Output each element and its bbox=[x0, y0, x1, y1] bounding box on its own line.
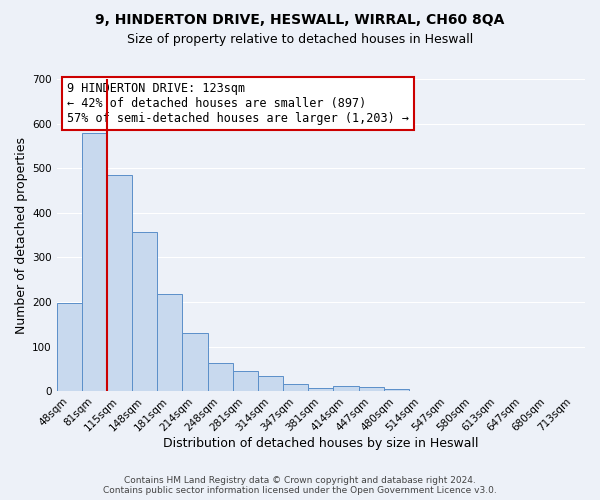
Bar bbox=[359, 386, 384, 391]
Bar bbox=[233, 372, 258, 391]
Bar bbox=[182, 332, 208, 391]
Bar bbox=[157, 294, 182, 391]
Bar bbox=[82, 132, 107, 391]
Bar bbox=[132, 232, 157, 391]
Text: Contains HM Land Registry data © Crown copyright and database right 2024.
Contai: Contains HM Land Registry data © Crown c… bbox=[103, 476, 497, 495]
Bar bbox=[107, 175, 132, 391]
Bar bbox=[258, 376, 283, 391]
X-axis label: Distribution of detached houses by size in Heswall: Distribution of detached houses by size … bbox=[163, 437, 479, 450]
Text: 9 HINDERTON DRIVE: 123sqm
← 42% of detached houses are smaller (897)
57% of semi: 9 HINDERTON DRIVE: 123sqm ← 42% of detac… bbox=[67, 82, 409, 125]
Y-axis label: Number of detached properties: Number of detached properties bbox=[15, 136, 28, 334]
Bar bbox=[334, 386, 359, 391]
Bar bbox=[208, 364, 233, 391]
Bar bbox=[308, 388, 334, 391]
Bar bbox=[384, 389, 409, 391]
Bar bbox=[283, 384, 308, 391]
Bar bbox=[56, 304, 82, 391]
Text: 9, HINDERTON DRIVE, HESWALL, WIRRAL, CH60 8QA: 9, HINDERTON DRIVE, HESWALL, WIRRAL, CH6… bbox=[95, 12, 505, 26]
Text: Size of property relative to detached houses in Heswall: Size of property relative to detached ho… bbox=[127, 32, 473, 46]
